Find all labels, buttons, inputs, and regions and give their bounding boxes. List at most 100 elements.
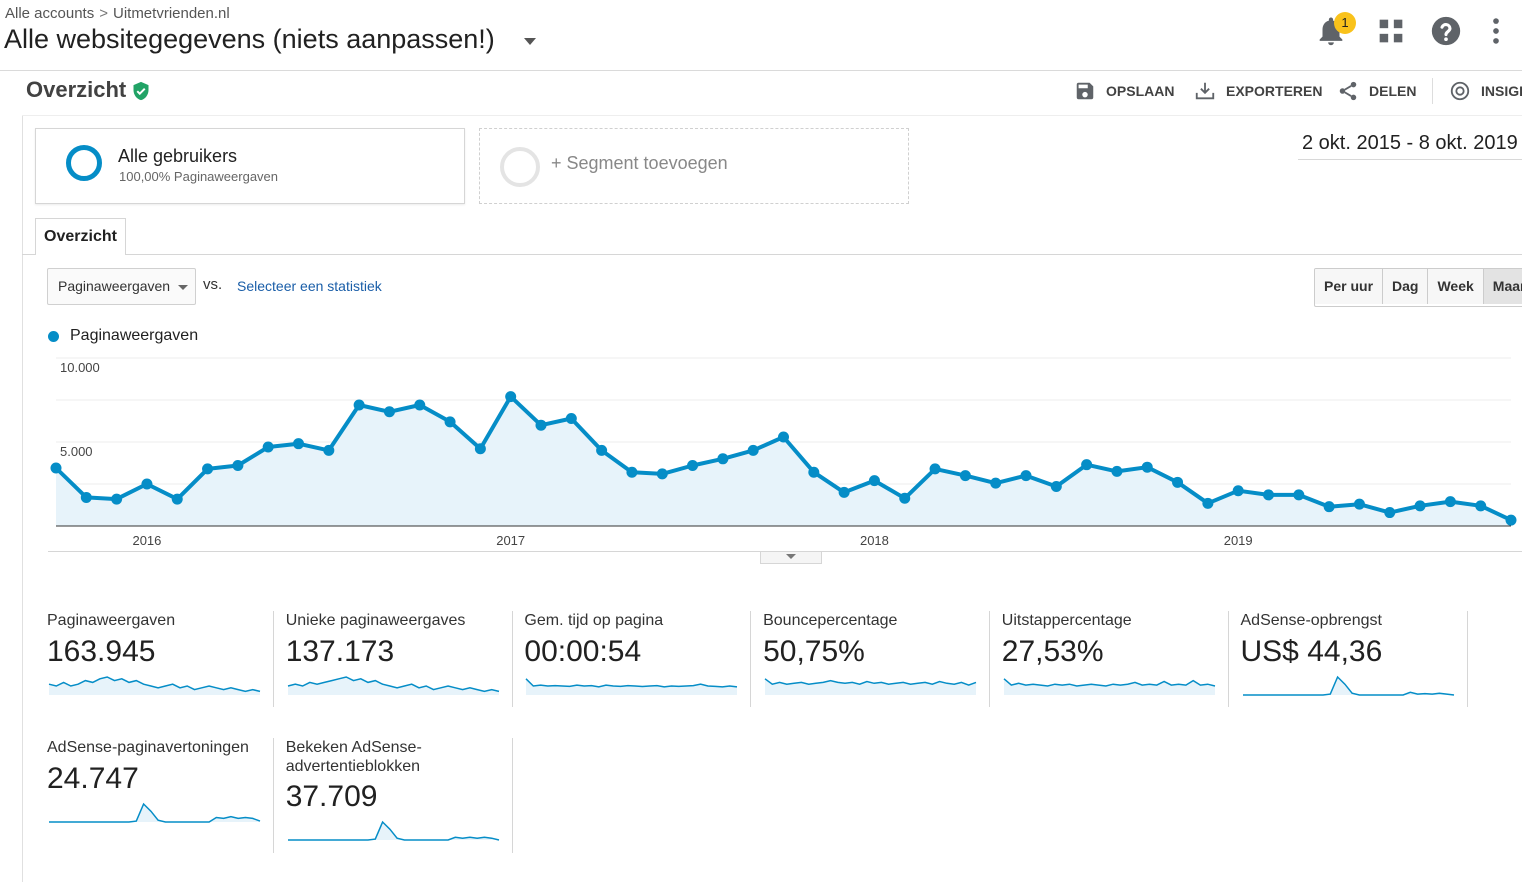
metric-sparkline (1003, 678, 1215, 695)
data-point (990, 477, 1002, 489)
metric-card[interactable]: AdSense-paginavertoningen 24.747 (47, 738, 285, 853)
action-divider (1432, 78, 1433, 104)
metric-sparkline (287, 676, 499, 695)
metric-value: 163.945 (47, 635, 156, 668)
metric-card[interactable]: Unieke paginaweergaves 137.173 (286, 611, 524, 726)
metric-label: Bekeken AdSense-advertentieblokken (285, 739, 422, 775)
x-tick-label: 2017 (496, 533, 525, 548)
breadcrumb-property-link[interactable]: Uitmetvrienden.nl (112, 5, 230, 22)
breadcrumb-accounts-link[interactable]: Alle accounts (5, 5, 95, 22)
header-divider (0, 70, 1522, 71)
report-title: Overzicht (26, 77, 127, 102)
sparkline-line (1242, 675, 1454, 696)
dropdown-caret-icon (178, 285, 188, 290)
metric-value: 137.173 (285, 635, 395, 668)
data-point (353, 399, 365, 411)
metric-label: Bouncepercentage (763, 612, 898, 629)
metric-card-divider (273, 611, 274, 707)
tab-divider (22, 254, 1522, 255)
share-button[interactable]: DELEN (1337, 80, 1416, 102)
data-point (1141, 461, 1153, 473)
data-point (1081, 459, 1093, 471)
sparkline-line (525, 678, 738, 688)
breadcrumb-separator: > (99, 5, 108, 22)
data-point (1111, 465, 1123, 477)
metric-sparkline (1242, 675, 1454, 696)
add-segment-button[interactable]: + Segment toevoegen (479, 128, 909, 204)
sparkline-area (49, 804, 260, 822)
metric-card-divider (511, 738, 513, 853)
data-point (778, 431, 789, 443)
data-point (626, 466, 638, 478)
tab-overview[interactable]: Overzicht (35, 218, 126, 255)
period-month-button[interactable]: Maand (1483, 269, 1522, 304)
x-tick-label: 2016 (132, 533, 161, 548)
segment-ring-icon (66, 145, 102, 181)
empty-segment-ring-icon (500, 147, 540, 187)
metric-card-divider (1227, 611, 1229, 707)
period-week-button[interactable]: Week (1428, 269, 1484, 304)
data-point (868, 475, 880, 487)
segment-all-users[interactable]: Alle gebruikers 100,00% Paginaweergaven (35, 128, 465, 204)
report-header-divider (22, 115, 1522, 116)
metric-dropdown[interactable]: Paginaweergaven (47, 268, 196, 305)
pageviews-line-chart[interactable]: 10.000 5.000 2016 2017 2018 2019 (0, 350, 1522, 550)
data-point (1414, 500, 1426, 512)
data-point (717, 453, 729, 465)
vs-label: vs. (203, 276, 223, 293)
metric-label: AdSense-opbrengst (1240, 612, 1382, 629)
data-point (171, 493, 183, 505)
sparkline-area (526, 678, 738, 695)
data-point (1384, 507, 1396, 519)
date-range-picker[interactable]: 2 okt. 2015 - 8 okt. 2019 (1298, 128, 1522, 160)
metric-sparkline (287, 820, 499, 841)
metric-card[interactable]: Uitstappercentage 27,53% (1002, 611, 1240, 726)
chevron-down-icon[interactable] (524, 38, 536, 45)
metric-card[interactable]: Bekeken AdSense-advertentieblokken 37.709 (286, 738, 524, 853)
export-button[interactable]: EXPORTEREN (1194, 80, 1322, 102)
metric-card[interactable]: AdSense-opbrengst US$ 44,36 (1241, 611, 1479, 726)
view-selector[interactable]: Alle websitegegevens (niets aanpassen!) (4, 24, 495, 54)
metric-value: 37.709 (285, 780, 378, 813)
insights-button[interactable]: INSIGH (1449, 80, 1522, 102)
apps-grid-icon[interactable] (1374, 14, 1408, 48)
data-point (535, 419, 547, 431)
sparkline-line (287, 820, 499, 841)
data-point (747, 444, 759, 456)
data-point (1020, 470, 1032, 482)
sparkline-area (765, 678, 977, 695)
data-point (687, 460, 699, 472)
chart-collapse-toggle[interactable] (760, 552, 822, 564)
add-segment-label: + Segment toevoegen (551, 153, 728, 173)
period-day-button[interactable]: Dag (1383, 269, 1429, 304)
x-tick-label: 2019 (1224, 533, 1253, 548)
y-tick-label: 10.000 (60, 360, 100, 375)
metric-label: Uitstappercentage (1001, 612, 1132, 629)
metric-card[interactable]: Gem. tijd op pagina 00:00:54 (524, 611, 762, 726)
more-vert-icon[interactable] (1479, 14, 1513, 48)
breadcrumb: Alle accounts > Uitmetvrienden.nl (5, 5, 230, 22)
notification-badge: 1 (1334, 12, 1356, 34)
metric-sparkline (525, 678, 738, 695)
metric-card[interactable]: Bouncepercentage 50,75% (763, 611, 1001, 726)
metric-card-divider (511, 611, 513, 707)
metric-card[interactable]: Paginaweergaven 163.945 (47, 611, 285, 726)
period-toggle: Per uur Dag Week Maand (1314, 268, 1522, 307)
data-point (656, 468, 668, 480)
sparkline-area (1003, 678, 1215, 695)
metric-label: Paginaweergaven (47, 612, 176, 629)
metric-value: 27,53% (1001, 635, 1104, 668)
insights-icon (1450, 81, 1470, 101)
data-point (1293, 489, 1305, 501)
period-hourly-button[interactable]: Per uur (1315, 269, 1384, 304)
select-metric-link[interactable]: Selecteer een statistiek (237, 278, 382, 294)
y-tick-label: 5.000 (60, 444, 93, 459)
data-point (899, 492, 911, 504)
data-point (1263, 489, 1274, 501)
metric-label: Unieke paginaweergaves (285, 612, 466, 629)
data-point (1323, 501, 1335, 513)
data-point (959, 470, 971, 482)
sparkline-line (49, 802, 261, 823)
help-icon[interactable] (1429, 14, 1463, 48)
save-button[interactable]: OPSLAAN (1074, 80, 1174, 102)
